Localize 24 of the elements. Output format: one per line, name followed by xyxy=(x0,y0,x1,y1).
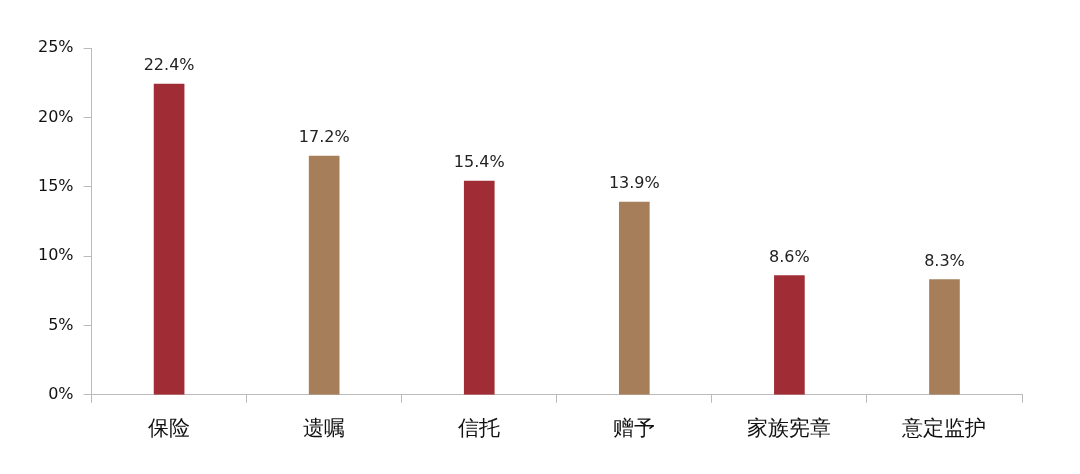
data-label: 13.9% xyxy=(608,173,660,193)
bar xyxy=(153,83,185,395)
y-tick-label: 5% xyxy=(48,314,74,334)
data-label: 8.6% xyxy=(769,246,810,266)
bar xyxy=(308,155,340,395)
y-tick-label: 20% xyxy=(38,106,74,126)
x-tick-label: 遗嘱 xyxy=(303,415,346,440)
bar xyxy=(929,279,960,395)
data-label: 22.4% xyxy=(143,55,195,75)
y-tick-label: 15% xyxy=(38,175,74,195)
x-tick-label: 家族宪章 xyxy=(747,415,832,440)
bar xyxy=(618,201,650,395)
y-tick-label: 10% xyxy=(38,245,74,265)
x-tick-label: 信托 xyxy=(458,415,501,440)
y-tick-label: 25% xyxy=(38,37,74,57)
bar xyxy=(774,275,805,395)
data-label: 17.2% xyxy=(298,127,350,147)
y-tick-label: 0% xyxy=(48,383,74,403)
x-tick-label: 赠予 xyxy=(613,415,656,440)
x-tick-label: 意定监护 xyxy=(901,415,987,440)
x-tick-label: 保险 xyxy=(148,415,191,440)
data-label: 15.4% xyxy=(453,152,505,172)
data-label: 8.3% xyxy=(924,250,965,270)
bar xyxy=(463,180,495,395)
